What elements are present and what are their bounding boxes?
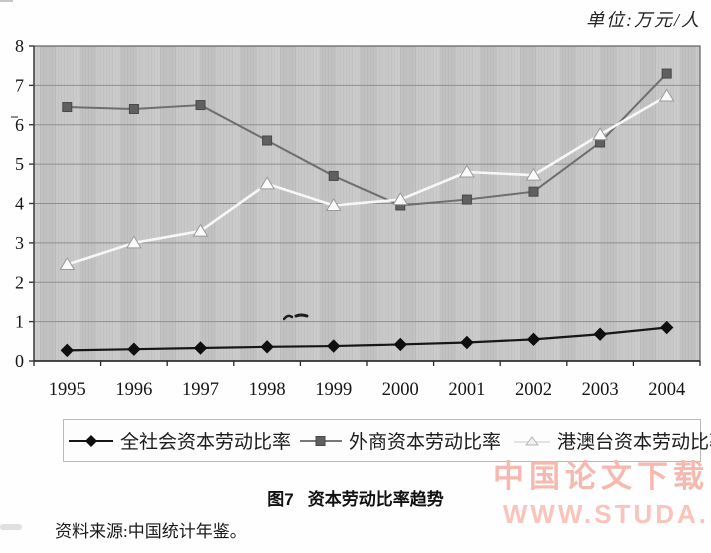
x-tick-label: 1995 xyxy=(49,380,86,400)
y-tick-label: 5 xyxy=(15,154,24,174)
diamond-marker xyxy=(460,335,474,350)
diamond-marker xyxy=(60,343,75,358)
x-tick-label: 1998 xyxy=(249,380,286,400)
triangle-marker xyxy=(525,167,542,181)
x-tick-label: 2002 xyxy=(515,380,552,400)
square-marker xyxy=(661,68,672,79)
triangle-marker xyxy=(126,235,142,249)
triangle-marker xyxy=(592,127,608,141)
unit-label: 单位:万元/人 xyxy=(586,10,701,30)
y-tick-label: 7 xyxy=(15,75,24,95)
diamond-marker xyxy=(526,332,541,347)
triangle-marker xyxy=(259,176,275,190)
line-chart: 0 1 2 3 4 5 6 7 8 1995 1996 1997 1998 1999 2000 2001 200… xyxy=(15,36,701,400)
square-marker xyxy=(461,194,472,205)
scan-artifact-dash xyxy=(11,116,18,118)
x-tick-label: 2003 xyxy=(582,380,619,400)
watermark: 中国论文下载 WWW.STUDA. xyxy=(493,461,709,527)
figure-caption: 图7 资本劳动比率趋势 xyxy=(0,485,711,510)
x-tick-label: 2004 xyxy=(648,380,685,400)
legend-label-society: 全社会资本劳动比率 xyxy=(120,432,292,453)
y-tick-label: 4 xyxy=(15,194,24,214)
figure-title: 资本劳动比率趋势 xyxy=(307,490,444,509)
scan-artifact-streak xyxy=(0,524,22,530)
triangle-legend-icon xyxy=(514,435,551,445)
watermark-url: WWW.STUDA. xyxy=(502,499,709,529)
source-note: 资料来源:中国统计年鉴。 xyxy=(55,522,247,541)
square-marker xyxy=(528,186,539,197)
series-line-2 xyxy=(66,94,668,266)
chart-legend: 全社会资本劳动比率 外商资本劳动比率 港澳台资本劳动比率 xyxy=(63,419,711,462)
square-legend-icon xyxy=(300,435,343,446)
triangle-marker xyxy=(192,223,209,237)
diamond-marker xyxy=(127,342,141,356)
series-line-1 xyxy=(67,72,668,207)
scan-artifact-smudge xyxy=(283,313,309,321)
triangle-marker xyxy=(325,198,342,211)
square-marker xyxy=(62,102,73,113)
triangle-marker xyxy=(392,192,409,206)
triangle-marker xyxy=(459,164,475,178)
diamond-legend-icon xyxy=(69,434,113,447)
triangle-marker xyxy=(658,88,675,102)
x-tick-label: 2000 xyxy=(382,380,419,400)
legend-entry-foreign: 外商资本劳动比率 xyxy=(299,427,501,454)
y-tick-label: 6 xyxy=(15,115,24,135)
x-tick-label: 1997 xyxy=(182,380,219,400)
diamond-marker xyxy=(659,320,674,335)
diamond-marker xyxy=(393,337,408,352)
legend-label-hmt: 港澳台资本劳动比率 xyxy=(557,432,711,453)
triangle-marker xyxy=(59,257,76,271)
legend-entry-hmt: 港澳台资本劳动比率 xyxy=(513,427,711,454)
y-tick-label: 3 xyxy=(15,233,24,253)
x-tick-label: 1999 xyxy=(315,380,352,400)
y-tick-label: 2 xyxy=(15,272,24,292)
square-marker xyxy=(262,135,273,146)
legend-entry-society: 全社会资本劳动比率 xyxy=(68,427,291,454)
square-marker xyxy=(128,104,139,114)
series-line-0 xyxy=(67,326,667,352)
x-tick-label: 2001 xyxy=(448,380,485,400)
y-tick-label: 1 xyxy=(15,312,24,332)
diamond-marker xyxy=(193,341,208,355)
square-marker xyxy=(195,100,206,111)
x-tick-label: 1996 xyxy=(115,380,152,400)
y-tick-label: 8 xyxy=(15,36,24,56)
legend-label-foreign: 外商资本劳动比率 xyxy=(349,432,502,453)
scan-artifact-corner xyxy=(0,0,13,11)
y-tick-label: 0 xyxy=(15,351,24,371)
diamond-marker xyxy=(260,340,274,354)
square-marker xyxy=(328,170,339,181)
figure-number: 图7 xyxy=(267,490,294,509)
diamond-marker xyxy=(593,327,607,341)
diamond-marker xyxy=(326,339,341,353)
watermark-text: 中国论文下载 xyxy=(493,459,709,494)
